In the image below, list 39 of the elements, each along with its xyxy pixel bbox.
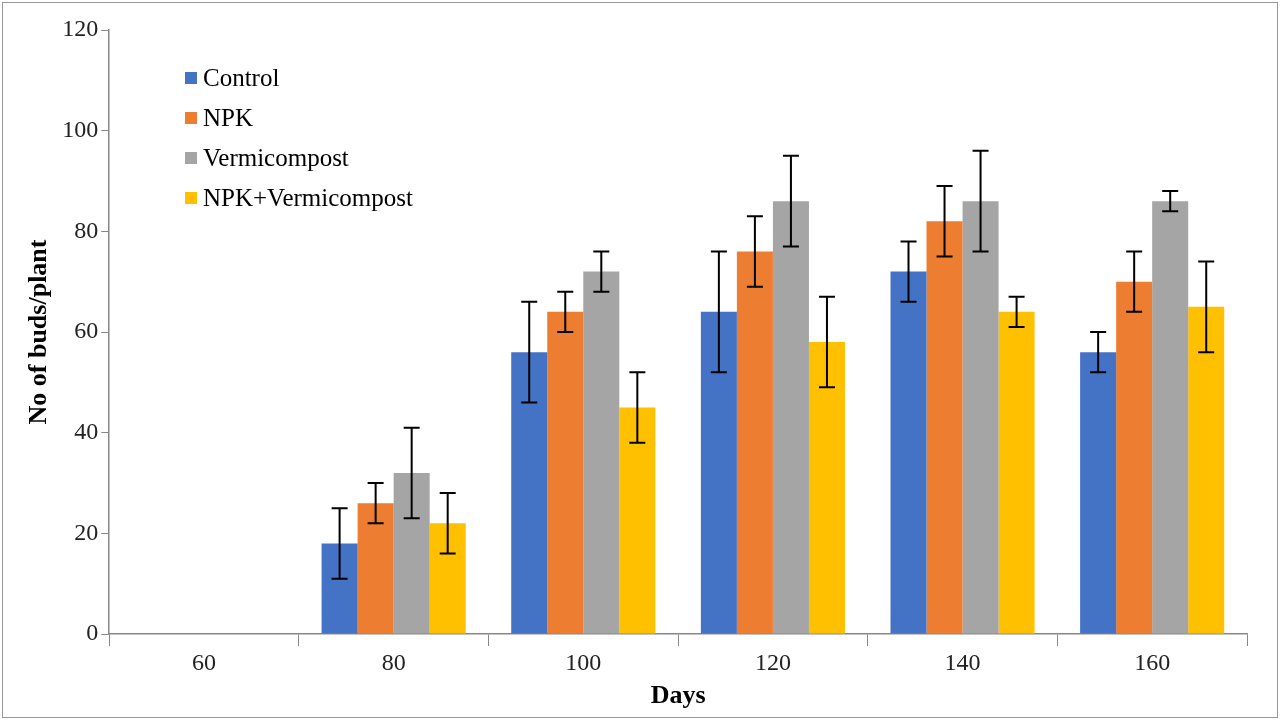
bar xyxy=(619,407,656,634)
bar xyxy=(890,271,927,634)
x-tick-label: 160 xyxy=(1134,648,1171,675)
legend-label: Control xyxy=(203,63,280,93)
legend-label: NPK xyxy=(203,103,254,133)
y-axis-title: No of buds/plant xyxy=(23,239,53,425)
bar xyxy=(998,311,1035,634)
bar xyxy=(808,342,845,634)
y-tick-label: 60 xyxy=(74,317,99,344)
bar xyxy=(393,472,430,634)
bar xyxy=(583,271,620,634)
x-tick-label: 80 xyxy=(381,648,406,675)
y-tick-label: 120 xyxy=(62,15,99,42)
legend-label: NPK+Vermicompost xyxy=(203,183,413,213)
x-tick-label: 60 xyxy=(192,648,217,675)
legend-label: Vermicompost xyxy=(203,143,349,173)
bar xyxy=(357,503,394,634)
y-tick-label: 40 xyxy=(74,417,99,444)
y-tick-label: 0 xyxy=(86,619,99,646)
x-axis-title: Days xyxy=(650,680,706,710)
bar xyxy=(700,311,737,634)
x-tick-label: 140 xyxy=(944,648,981,675)
bar xyxy=(547,311,584,634)
bar xyxy=(772,201,809,634)
x-tick-label: 120 xyxy=(754,648,791,675)
y-tick-label: 20 xyxy=(74,518,99,545)
bar xyxy=(429,523,466,634)
bar xyxy=(926,221,963,634)
bar xyxy=(1188,306,1225,634)
bar xyxy=(736,251,773,634)
bar xyxy=(1080,352,1117,634)
bar xyxy=(511,352,548,634)
bar xyxy=(1116,281,1153,634)
bar xyxy=(321,543,358,634)
bar xyxy=(1152,201,1189,634)
y-tick-label: 80 xyxy=(74,216,99,243)
y-tick-label: 100 xyxy=(62,115,99,142)
x-tick-label: 100 xyxy=(565,648,602,675)
bar xyxy=(962,201,999,634)
